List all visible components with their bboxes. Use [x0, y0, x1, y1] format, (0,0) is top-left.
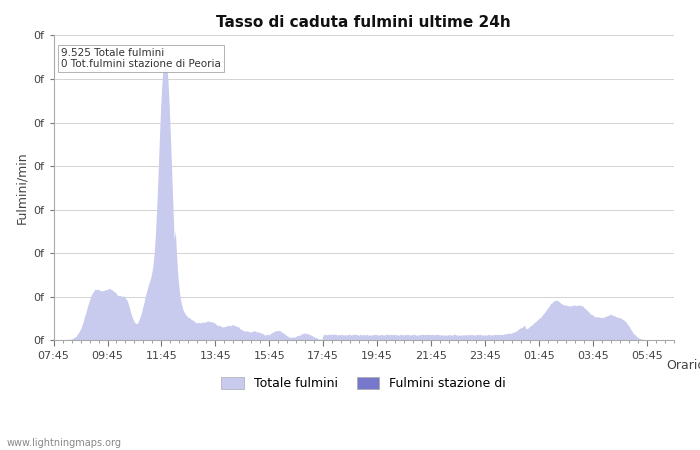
Title: Tasso di caduta fulmini ultime 24h: Tasso di caduta fulmini ultime 24h [216, 15, 511, 30]
Legend: Totale fulmini, Fulmini stazione di: Totale fulmini, Fulmini stazione di [216, 372, 511, 395]
X-axis label: Orario: Orario [666, 359, 700, 372]
Y-axis label: Fulmini/min: Fulmini/min [15, 152, 28, 224]
Text: www.lightningmaps.org: www.lightningmaps.org [7, 438, 122, 448]
Text: 9.525 Totale fulmini
0 Tot.fulmini stazione di Peoria: 9.525 Totale fulmini 0 Tot.fulmini stazi… [61, 48, 221, 69]
